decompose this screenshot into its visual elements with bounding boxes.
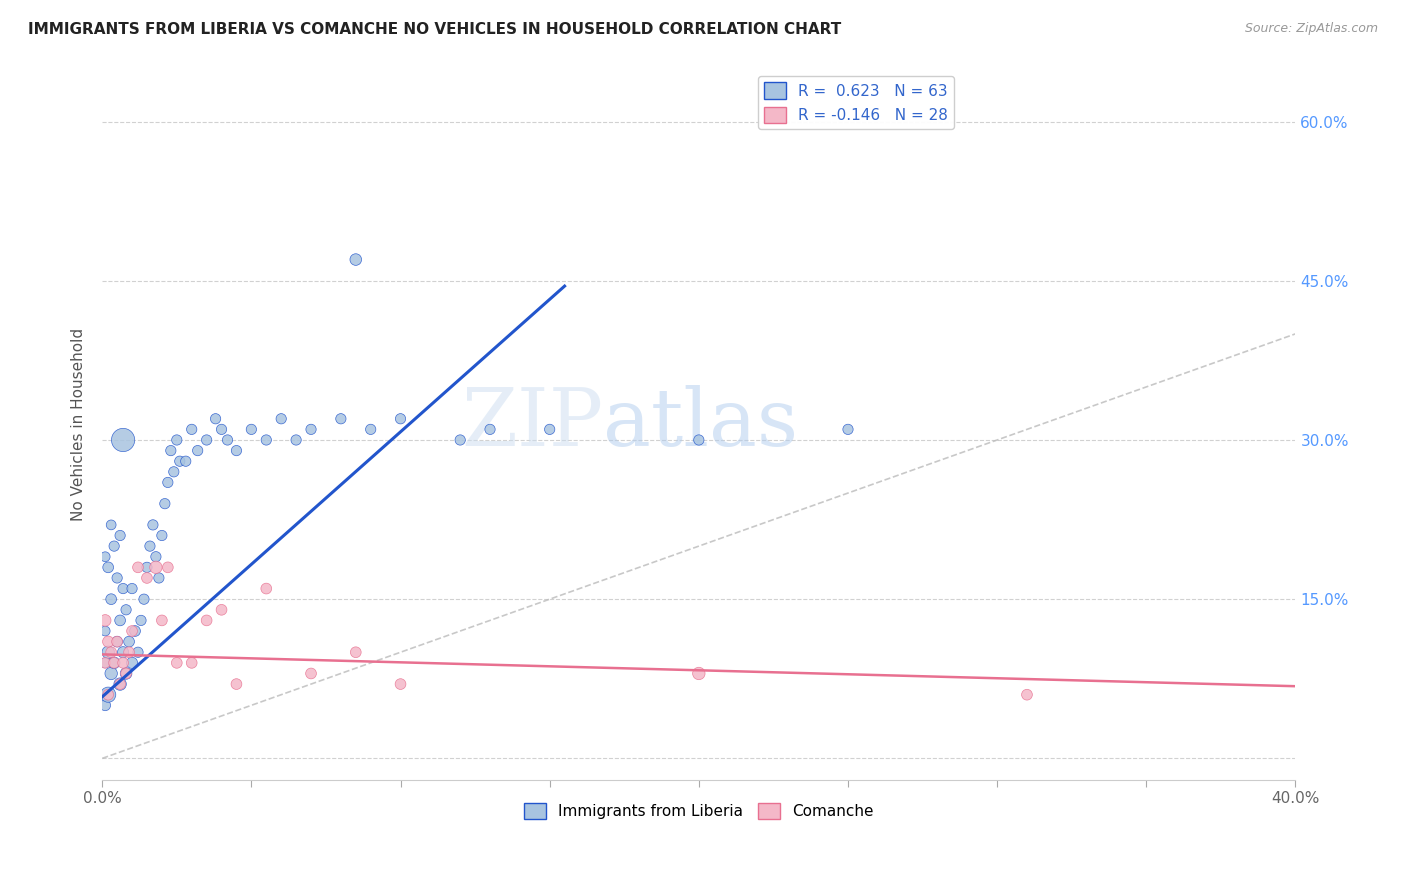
Point <box>105 634 128 648</box>
Point <box>389 677 412 691</box>
Point <box>163 465 186 479</box>
Point <box>115 666 138 681</box>
Point <box>538 422 561 436</box>
Point <box>270 411 292 425</box>
Point <box>166 656 188 670</box>
Y-axis label: No Vehicles in Household: No Vehicles in Household <box>72 327 86 521</box>
Point <box>127 645 149 659</box>
Point <box>329 411 352 425</box>
Point <box>299 666 322 681</box>
Point <box>148 571 170 585</box>
Point <box>100 517 122 532</box>
Point <box>225 677 247 691</box>
Point <box>108 677 131 691</box>
Point <box>344 645 367 659</box>
Legend: Immigrants from Liberia, Comanche: Immigrants from Liberia, Comanche <box>519 797 879 825</box>
Point <box>94 656 117 670</box>
Point <box>94 614 117 628</box>
Point <box>156 560 179 574</box>
Point <box>118 645 141 659</box>
Point <box>108 614 131 628</box>
Point <box>211 603 233 617</box>
Point <box>100 592 122 607</box>
Point <box>240 422 263 436</box>
Point <box>100 666 122 681</box>
Point <box>150 528 173 542</box>
Point <box>105 634 128 648</box>
Point <box>118 634 141 648</box>
Point <box>688 433 710 447</box>
Point <box>112 433 135 447</box>
Point <box>195 614 218 628</box>
Point <box>180 422 202 436</box>
Point <box>159 443 181 458</box>
Point <box>121 624 143 638</box>
Point <box>389 411 412 425</box>
Point <box>139 539 162 553</box>
Point <box>94 549 117 564</box>
Point <box>124 624 146 638</box>
Point <box>108 528 131 542</box>
Text: IMMIGRANTS FROM LIBERIA VS COMANCHE NO VEHICLES IN HOUSEHOLD CORRELATION CHART: IMMIGRANTS FROM LIBERIA VS COMANCHE NO V… <box>28 22 841 37</box>
Point <box>136 560 159 574</box>
Point <box>97 560 120 574</box>
Point <box>299 422 322 436</box>
Point <box>156 475 179 490</box>
Point <box>121 582 143 596</box>
Point <box>97 688 120 702</box>
Point <box>97 688 120 702</box>
Text: atlas: atlas <box>603 385 799 463</box>
Point <box>285 433 308 447</box>
Point <box>169 454 191 468</box>
Point <box>142 517 165 532</box>
Point <box>115 666 138 681</box>
Point <box>449 433 471 447</box>
Point <box>105 571 128 585</box>
Point <box>145 560 167 574</box>
Point <box>153 497 176 511</box>
Point <box>97 645 120 659</box>
Point <box>360 422 382 436</box>
Text: ZIP: ZIP <box>461 385 603 463</box>
Point <box>166 433 188 447</box>
Point <box>112 645 135 659</box>
Point <box>145 549 167 564</box>
Point <box>108 677 131 691</box>
Point <box>112 582 135 596</box>
Point <box>180 656 202 670</box>
Point <box>136 571 159 585</box>
Point <box>103 656 125 670</box>
Point <box>121 656 143 670</box>
Point <box>211 422 233 436</box>
Point <box>688 666 710 681</box>
Point <box>254 582 277 596</box>
Point <box>129 614 152 628</box>
Point <box>150 614 173 628</box>
Point <box>94 624 117 638</box>
Point <box>115 603 138 617</box>
Point <box>225 443 247 458</box>
Point <box>97 634 120 648</box>
Point <box>103 539 125 553</box>
Point <box>112 656 135 670</box>
Point <box>204 411 226 425</box>
Point <box>94 656 117 670</box>
Point <box>187 443 209 458</box>
Point <box>100 645 122 659</box>
Point <box>254 433 277 447</box>
Point <box>195 433 218 447</box>
Point <box>94 698 117 713</box>
Point <box>217 433 239 447</box>
Point <box>344 252 367 267</box>
Point <box>103 656 125 670</box>
Text: Source: ZipAtlas.com: Source: ZipAtlas.com <box>1244 22 1378 36</box>
Point <box>174 454 197 468</box>
Point <box>1015 688 1038 702</box>
Point <box>837 422 859 436</box>
Point <box>132 592 155 607</box>
Point <box>127 560 149 574</box>
Point <box>479 422 502 436</box>
